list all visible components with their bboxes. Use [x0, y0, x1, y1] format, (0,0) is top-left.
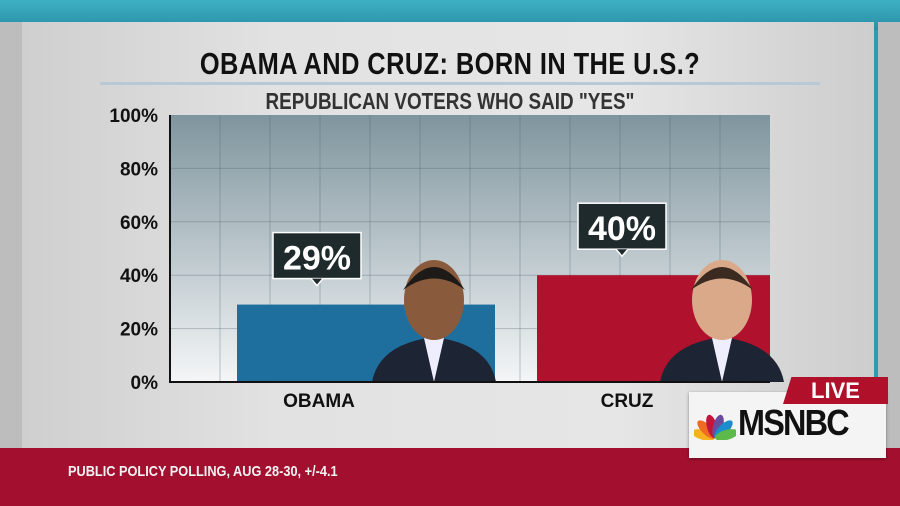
source-note: PUBLIC POLICY POLLING, AUG 28-30, +/-4.1: [68, 463, 338, 480]
y-tick-label: 80%: [120, 159, 158, 180]
hair: [691, 267, 753, 290]
x-tick-label: CRUZ: [601, 391, 654, 412]
y-tick-label: 40%: [120, 266, 158, 287]
shirt: [712, 338, 732, 382]
live-badge: LIVE: [783, 377, 888, 404]
photo-obama: [372, 260, 496, 382]
y-tick-label: 20%: [120, 320, 158, 341]
data-label: 40%: [588, 210, 656, 248]
shirt: [424, 338, 444, 382]
chart-title: OBAMA AND CRUZ: BORN IN THE U.S.?: [199, 46, 701, 81]
data-label: 29%: [283, 240, 351, 278]
panel-edge-left: [0, 22, 22, 462]
peacock-logo-icon: [694, 414, 736, 440]
y-tick-label: 0%: [131, 373, 159, 394]
y-tick-label: 60%: [120, 213, 158, 234]
title-divider: [100, 82, 820, 85]
data-label-pointer: [615, 248, 629, 258]
chart-subtitle: REPUBLICAN VOTERS WHO SAID "YES": [265, 88, 635, 114]
msnbc-wordmark: MSNBC: [738, 402, 850, 443]
photo-cruz: [660, 260, 784, 382]
data-label-pointer: [310, 278, 324, 287]
y-tick-label: 100%: [109, 106, 158, 127]
data-label-box: [577, 202, 667, 250]
panel-edge-right: [878, 22, 900, 462]
x-tick-label: OBAMA: [283, 391, 355, 412]
hair: [403, 267, 465, 290]
